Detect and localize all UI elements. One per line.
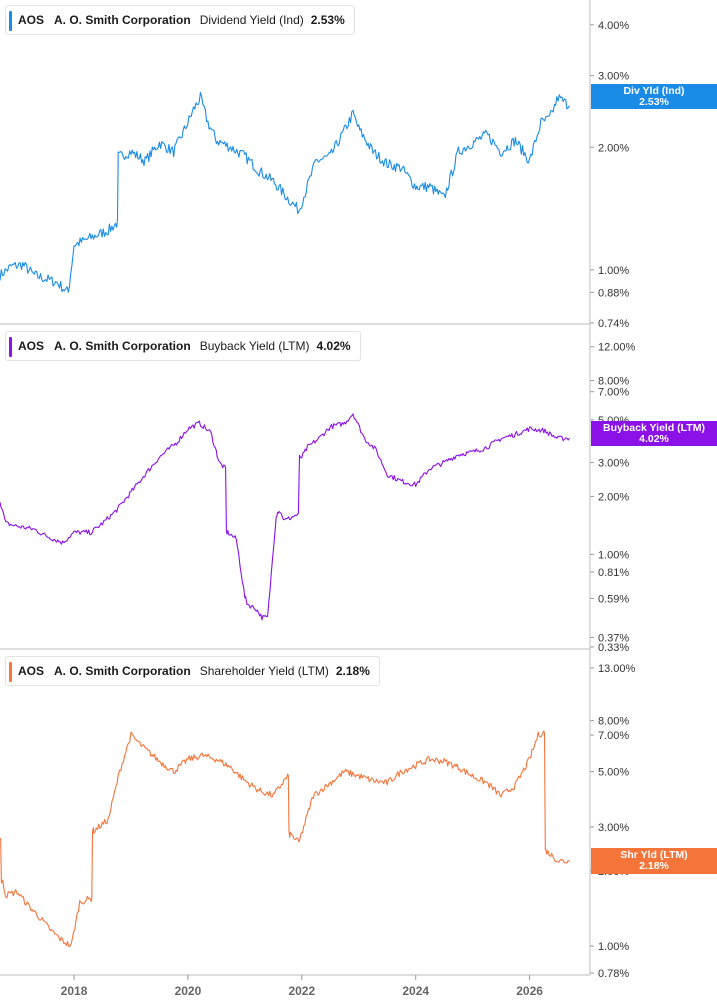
tag-value: 4.02%	[639, 433, 669, 445]
y-tick-label: 2.00%	[598, 491, 629, 503]
series-line-buyback	[0, 413, 570, 621]
legend-company: A. O. Smith Corporation	[54, 339, 191, 353]
legend-metric: Shareholder Yield (LTM)	[199, 664, 329, 678]
x-tick-label: 2018	[61, 984, 88, 998]
series-color-bar	[9, 662, 12, 682]
y-tick-label: 3.00%	[598, 458, 629, 470]
legend-metric: Buyback Yield (LTM)	[199, 339, 310, 353]
tag-value: 2.53%	[639, 96, 669, 108]
y-tick-label: 3.00%	[598, 71, 629, 83]
last-value-tag-shareholder: Shr Yld (LTM) 2.18%	[591, 848, 717, 874]
x-tick-label: 2020	[175, 984, 202, 998]
y-tick-label: 7.00%	[598, 730, 629, 742]
tag-value: 2.18%	[639, 860, 669, 872]
series-line-dividend	[0, 91, 570, 293]
y-tick-label: 13.00%	[598, 663, 636, 675]
x-tick-label: 2024	[402, 984, 429, 998]
tag-label: Shr Yld (LTM)	[620, 849, 688, 861]
y-tick-label: 0.78%	[598, 968, 629, 980]
legend-metric: Dividend Yield (Ind)	[199, 13, 304, 27]
y-tick-label: 0.81%	[598, 567, 629, 579]
last-value-tag-buyback: Buyback Yield (LTM) 4.02%	[591, 421, 717, 446]
x-tick-label: 2022	[288, 984, 315, 998]
legend-ticker: AOS	[18, 339, 45, 353]
y-tick-label: 0.33%	[598, 642, 629, 654]
legend-buyback-yield: AOS A. O. Smith Corporation Buyback Yiel…	[5, 331, 361, 361]
y-tick-label: 3.00%	[598, 822, 629, 834]
series-line-shareholder	[0, 730, 570, 947]
series-color-bar	[9, 11, 12, 31]
y-tick-label: 1.00%	[598, 941, 629, 953]
y-tick-label: 7.00%	[598, 387, 629, 399]
x-tick-label: 2026	[516, 984, 543, 998]
y-tick-label: 5.00%	[598, 767, 629, 779]
legend-company: A. O. Smith Corporation	[54, 664, 191, 678]
tag-label: Buyback Yield (LTM)	[603, 422, 705, 434]
y-tick-label: 4.00%	[598, 20, 629, 32]
y-tick-label: 0.88%	[598, 287, 629, 299]
tag-label: Div Yld (Ind)	[623, 85, 685, 97]
legend-company: A. O. Smith Corporation	[54, 13, 191, 27]
legend-shareholder-yield: AOS A. O. Smith Corporation Shareholder …	[5, 656, 380, 686]
last-value-tag-dividend: Div Yld (Ind) 2.53%	[591, 84, 717, 109]
y-tick-label: 8.00%	[598, 376, 629, 388]
y-tick-label: 0.74%	[598, 318, 629, 330]
y-tick-label: 1.00%	[598, 265, 629, 277]
legend-value: 2.53%	[310, 13, 345, 27]
legend-ticker: AOS	[18, 13, 45, 27]
y-tick-label: 0.37%	[598, 632, 629, 644]
y-tick-label: 1.00%	[598, 549, 629, 561]
y-tick-label: 0.59%	[598, 593, 629, 605]
y-tick-label: 8.00%	[598, 716, 629, 728]
y-tick-label: 12.00%	[598, 342, 636, 354]
legend-value: 4.02%	[316, 339, 351, 353]
legend-ticker: AOS	[18, 664, 45, 678]
legend-dividend-yield: AOS A. O. Smith Corporation Dividend Yie…	[5, 5, 355, 35]
series-color-bar	[9, 337, 12, 357]
legend-value: 2.18%	[335, 664, 370, 678]
y-tick-label: 2.00%	[598, 142, 629, 154]
